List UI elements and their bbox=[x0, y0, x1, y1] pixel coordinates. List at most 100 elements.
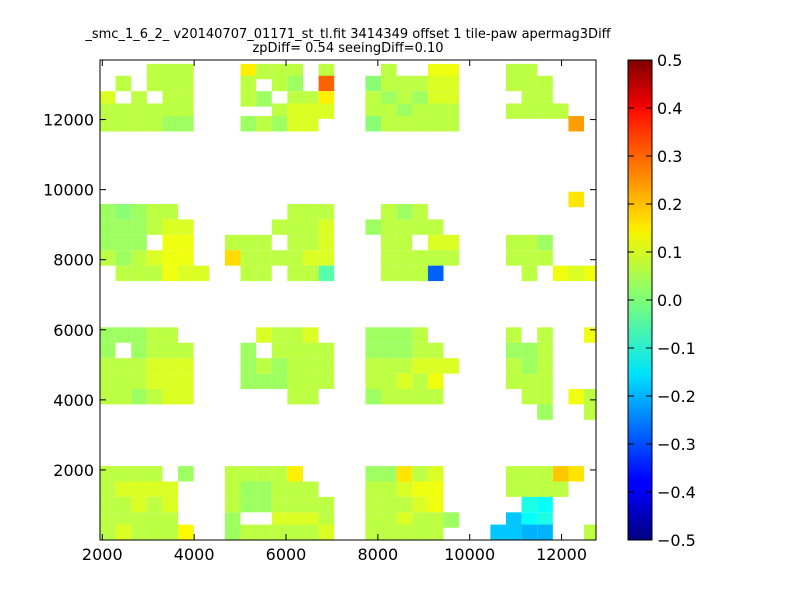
heatmap-cell bbox=[521, 91, 538, 107]
heatmap-cell bbox=[396, 219, 413, 235]
heatmap-cell bbox=[240, 524, 257, 540]
heatmap-cell bbox=[427, 373, 444, 389]
heatmap-cell bbox=[365, 373, 382, 389]
x-axis: 2000 4000 6000 8000 10000 12000 bbox=[82, 60, 587, 564]
heatmap-cell bbox=[537, 342, 553, 359]
heatmap-cell bbox=[115, 219, 132, 235]
heatmap-cell bbox=[224, 524, 241, 540]
heatmap-cell bbox=[224, 512, 241, 528]
heatmap-cell bbox=[115, 234, 132, 251]
heatmap-cell bbox=[146, 116, 163, 132]
heatmap-cell bbox=[100, 388, 116, 405]
heatmap-cell bbox=[271, 103, 288, 119]
heatmap-cell bbox=[365, 358, 382, 374]
heatmap-cell bbox=[381, 75, 397, 92]
heatmap-cell bbox=[584, 388, 596, 405]
heatmap-cell bbox=[302, 327, 319, 343]
heatmap-cell bbox=[271, 75, 288, 92]
heatmap-cell bbox=[381, 342, 397, 359]
heatmap-cell bbox=[381, 116, 397, 132]
heatmap-cell bbox=[287, 91, 303, 107]
heatmap-cell bbox=[412, 103, 428, 119]
heatmap-cell bbox=[318, 373, 335, 389]
heatmap-cell bbox=[302, 388, 319, 405]
heatmap-cell bbox=[162, 219, 179, 235]
heatmap-cell bbox=[521, 75, 538, 92]
heatmap-cell bbox=[537, 75, 553, 92]
heatmap-cell bbox=[271, 63, 288, 80]
heatmap-cell bbox=[521, 265, 538, 282]
heatmap-cell bbox=[412, 512, 428, 528]
heatmap-cell bbox=[537, 388, 553, 405]
heatmap-cell bbox=[537, 234, 553, 251]
heatmap-cell bbox=[131, 373, 147, 389]
heatmap-cell bbox=[427, 116, 444, 132]
y-tick-label: 8000 bbox=[53, 251, 94, 270]
heatmap-cell bbox=[302, 512, 319, 528]
colorbar-tick-label: 0.5 bbox=[657, 51, 682, 70]
heatmap-cell bbox=[162, 250, 179, 266]
heatmap-cell bbox=[427, 388, 444, 405]
heatmap-cell bbox=[318, 250, 335, 266]
heatmap-cell bbox=[302, 103, 319, 119]
heatmap-cell bbox=[521, 496, 538, 513]
heatmap-cell bbox=[505, 250, 522, 266]
heatmap-cell bbox=[521, 358, 538, 374]
heatmap-cell bbox=[131, 116, 147, 132]
heatmap-cell bbox=[443, 250, 460, 266]
heatmap-cell bbox=[131, 91, 147, 107]
heatmap-cell bbox=[568, 466, 585, 482]
heatmap-cell bbox=[505, 63, 522, 80]
heatmap-cell bbox=[287, 373, 303, 389]
heatmap-cell bbox=[287, 388, 303, 405]
heatmap-cell bbox=[240, 342, 257, 359]
heatmap-cell bbox=[131, 103, 147, 119]
colorbar-tick-label: −0.2 bbox=[657, 387, 696, 406]
heatmap-cell bbox=[318, 234, 335, 251]
heatmap-cell bbox=[240, 265, 257, 282]
y-tick-label: 2000 bbox=[53, 461, 94, 480]
heatmap-cell bbox=[224, 481, 241, 497]
heatmap-cell bbox=[131, 524, 147, 540]
heatmap-cell bbox=[396, 481, 413, 497]
heatmap-cell bbox=[178, 234, 194, 251]
heatmap-cell bbox=[396, 91, 413, 107]
heatmap-cell bbox=[427, 91, 444, 107]
heatmap-cell bbox=[287, 481, 303, 497]
heatmap-cell bbox=[365, 327, 382, 343]
heatmap-cell bbox=[584, 524, 596, 540]
heatmap-cell bbox=[115, 524, 132, 540]
heatmap-cell bbox=[318, 219, 335, 235]
heatmap-cell bbox=[521, 466, 538, 482]
heatmap-cell bbox=[287, 358, 303, 374]
heatmap-cell bbox=[240, 75, 257, 92]
heatmap-cell bbox=[365, 219, 382, 235]
heatmap-cell bbox=[521, 512, 538, 528]
heatmap-cell bbox=[271, 466, 288, 482]
heatmap-cell bbox=[505, 103, 522, 119]
heatmap-cell bbox=[256, 496, 272, 513]
heatmap-cell bbox=[537, 404, 553, 420]
x-tick-label: 6000 bbox=[266, 545, 307, 564]
heatmap-cell bbox=[240, 250, 257, 266]
heatmap-cell bbox=[396, 512, 413, 528]
heatmap-cell bbox=[396, 103, 413, 119]
heatmap-cell bbox=[302, 481, 319, 497]
heatmap-cell bbox=[100, 204, 116, 220]
heatmap-cell bbox=[568, 116, 585, 132]
heatmap-cell bbox=[162, 75, 179, 92]
heatmap-cell bbox=[412, 116, 428, 132]
heatmap-cell bbox=[537, 496, 553, 513]
heatmap-cell bbox=[115, 388, 132, 405]
heatmap-cell bbox=[224, 496, 241, 513]
heatmap-cell bbox=[100, 466, 116, 482]
heatmap-cell bbox=[100, 91, 116, 107]
heatmap-cell bbox=[287, 234, 303, 251]
heatmap-cell bbox=[131, 219, 147, 235]
colorbar-tick-label: 0.3 bbox=[657, 147, 682, 166]
x-tick-label: 2000 bbox=[82, 545, 123, 564]
heatmap-cell bbox=[302, 265, 319, 282]
heatmap-cell bbox=[287, 342, 303, 359]
heatmap-cell bbox=[256, 116, 272, 132]
heatmap-cell bbox=[396, 466, 413, 482]
